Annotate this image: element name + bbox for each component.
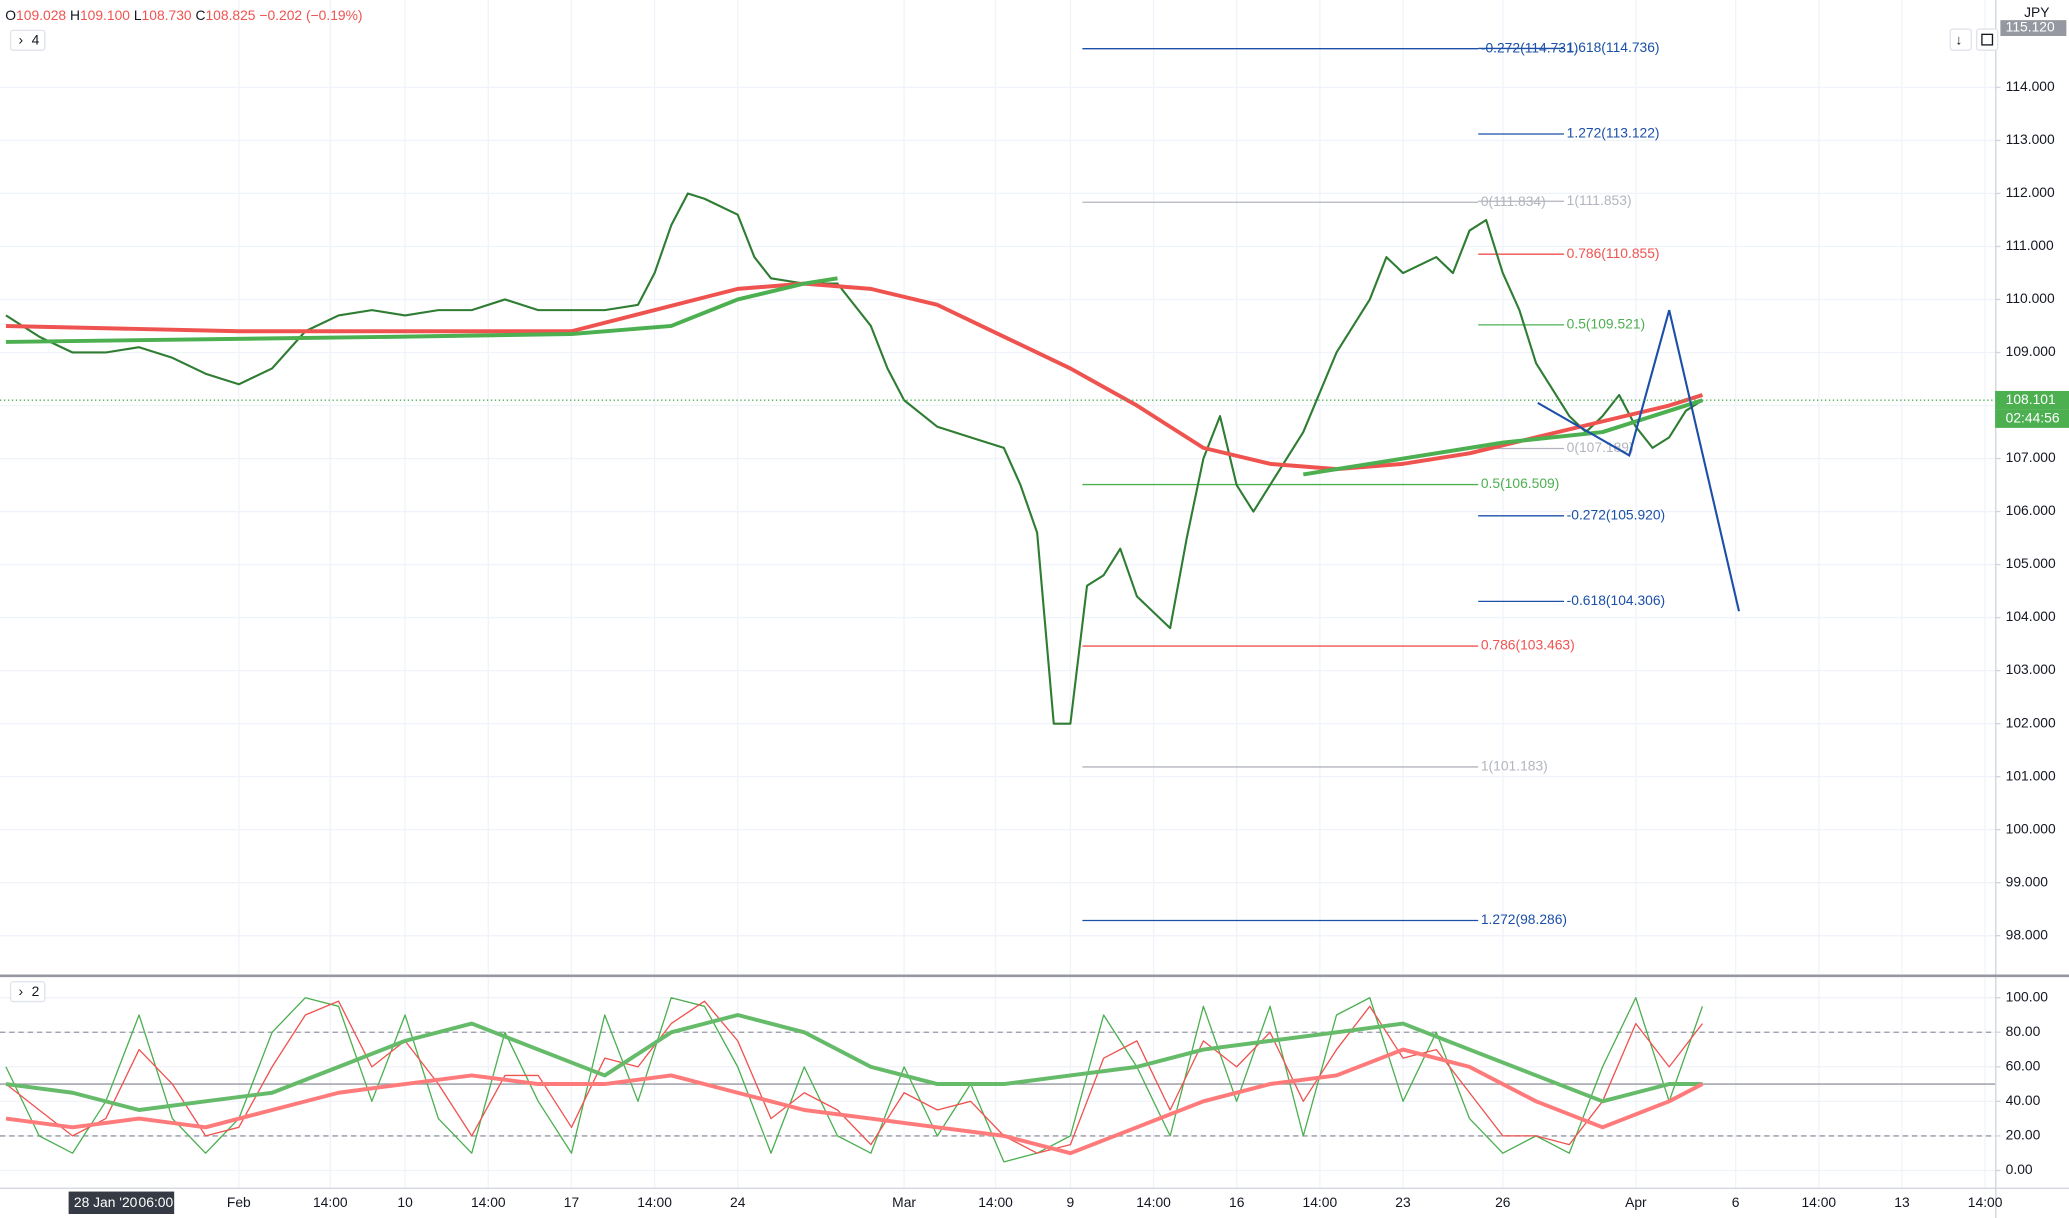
fib-label: 1.618(114.736) (1567, 39, 1660, 55)
crosshair-date: 28 Jan '20 (74, 1194, 138, 1210)
ohlc-key: H (70, 7, 80, 23)
last-price-label: 108.101 (2006, 391, 2056, 407)
x-tick-label: 26 (1495, 1194, 1511, 1210)
ohlc-header: O109.028 H109.100 L108.730 C108.825 −0.2… (5, 7, 362, 23)
currency: JPY (2024, 4, 2049, 20)
ohlc-key: C (195, 7, 205, 23)
y-tick-label: 104.000 (2006, 608, 2056, 624)
x-tick-label: 23 (1395, 1194, 1411, 1210)
price-pane: -0.272(114.731)0(111.834)0.5(106.509)0.7… (0, 39, 1996, 927)
x-tick-label: 10 (397, 1194, 413, 1210)
ohlc-value: 108.825 (205, 7, 255, 23)
ohlc-value: 108.730 (142, 7, 192, 23)
x-tick-label: 14:00 (313, 1194, 348, 1210)
x-tick-label: 14:00 (978, 1194, 1013, 1210)
top-label: 115.120 (2006, 19, 2055, 35)
y-tick-label: 80.00 (2006, 1023, 2041, 1039)
y-tick-label: 109.000 (2006, 343, 2056, 359)
arrow-icon: ↓ (1956, 32, 1963, 48)
x-tick-label: 14:00 (637, 1194, 672, 1210)
series-line (5, 997, 1704, 1163)
x-tick-label: 14:00 (1136, 1194, 1171, 1210)
fib-label: 0.786(103.463) (1481, 637, 1575, 653)
x-tick-label: 9 (1067, 1194, 1075, 1210)
y-tick-label: 107.000 (2006, 449, 2056, 465)
fib-label: 0.786(110.855) (1567, 245, 1660, 261)
x-tick-label: 14:00 (471, 1194, 506, 1210)
x-tick-label: 13 (1894, 1194, 1910, 1210)
change: −0.202 (−0.19%) (259, 7, 362, 23)
ohlc-value: 109.100 (80, 7, 130, 23)
x-tick-label: 24 (730, 1194, 746, 1210)
series-line (5, 192, 1704, 725)
series-line (5, 1013, 1703, 1112)
y-tick-label: 114.000 (2006, 78, 2055, 94)
y-tick-label: 101.000 (2006, 767, 2056, 783)
x-tick-label: Mar (892, 1194, 916, 1210)
collapse-button[interactable] (9, 29, 46, 51)
maximize-button[interactable] (1975, 28, 1999, 51)
fib-label: 1(111.853) (1567, 192, 1632, 208)
y-tick-label: 112.000 (2006, 184, 2055, 200)
pattern-line (1537, 309, 1741, 612)
series-line (5, 276, 1704, 477)
grid (0, 0, 1996, 1188)
y-tick-label: 110.000 (2006, 290, 2055, 306)
pane-count: 4 (32, 32, 40, 48)
fib-label: -0.272(114.731) (1481, 39, 1579, 55)
fib-label: 1(101.183) (1481, 758, 1548, 774)
x-tick-label: 16 (1229, 1194, 1245, 1210)
fib-label: 0.5(106.509) (1481, 475, 1560, 491)
y-tick-label: 102.000 (2006, 714, 2056, 730)
last-price-bg (1995, 390, 2069, 410)
crosshair-label-bg (68, 1191, 175, 1214)
collapse-button[interactable] (9, 981, 46, 1003)
y-tick-label: 113.000 (2006, 131, 2055, 147)
fib-label: 1.272(113.122) (1567, 125, 1660, 141)
y-tick-label: 111.000 (2006, 237, 2054, 253)
x-tick-label: 14:00 (1303, 1194, 1338, 1210)
fib-label: 1.272(98.286) (1481, 911, 1567, 927)
y-tick-label: 60.00 (2006, 1057, 2041, 1073)
y-tick-label: 100.000 (2006, 820, 2056, 836)
x-tick-label: Apr (1625, 1194, 1647, 1210)
x-tick-label: 14:00 (1968, 1194, 2003, 1210)
fib-label: -0.618(104.306) (1567, 592, 1666, 608)
x-tick-label: 14:00 (1801, 1194, 1836, 1210)
countdown: 02:44:56 (2006, 409, 2060, 425)
y-tick-label: 20.00 (2006, 1127, 2041, 1143)
chevron: › (18, 32, 23, 48)
y-tick-label: 106.000 (2006, 502, 2056, 518)
fib-label: 0(107.189) (1567, 439, 1634, 455)
x-tick-label: Feb (227, 1194, 251, 1210)
scroll-button[interactable] (1949, 28, 1973, 51)
maximize-icon (1981, 33, 1994, 46)
y-tick-label: 99.000 (2006, 873, 2049, 889)
series-line (5, 1047, 1704, 1156)
top-label-bg (2000, 20, 2067, 36)
crosshair-time: 06:00 (139, 1194, 174, 1210)
oscillator-pane (0, 997, 1996, 1163)
x-tick-label: 6 (1732, 1194, 1740, 1210)
x-tick-label: 17 (564, 1194, 579, 1210)
fib-label: -0.272(105.920) (1567, 506, 1666, 522)
fib-label: 0.5(109.521) (1567, 316, 1646, 332)
y-tick-label: 98.000 (2006, 926, 2049, 942)
chevron: › (18, 983, 23, 999)
y-tick-label: 0.00 (2006, 1161, 2033, 1177)
pane-count: 2 (32, 983, 40, 999)
y-tick-label: 100.00 (2006, 988, 2049, 1004)
y-tick-label: 103.000 (2006, 661, 2056, 677)
countdown-bg (1995, 409, 2069, 428)
ohlc-value: 109.028 (16, 7, 66, 23)
ohlc-key: L (134, 7, 142, 23)
y-tick-label: 40.00 (2006, 1092, 2041, 1108)
y-tick-label: 105.000 (2006, 555, 2056, 571)
ohlc-key: O (5, 7, 16, 23)
